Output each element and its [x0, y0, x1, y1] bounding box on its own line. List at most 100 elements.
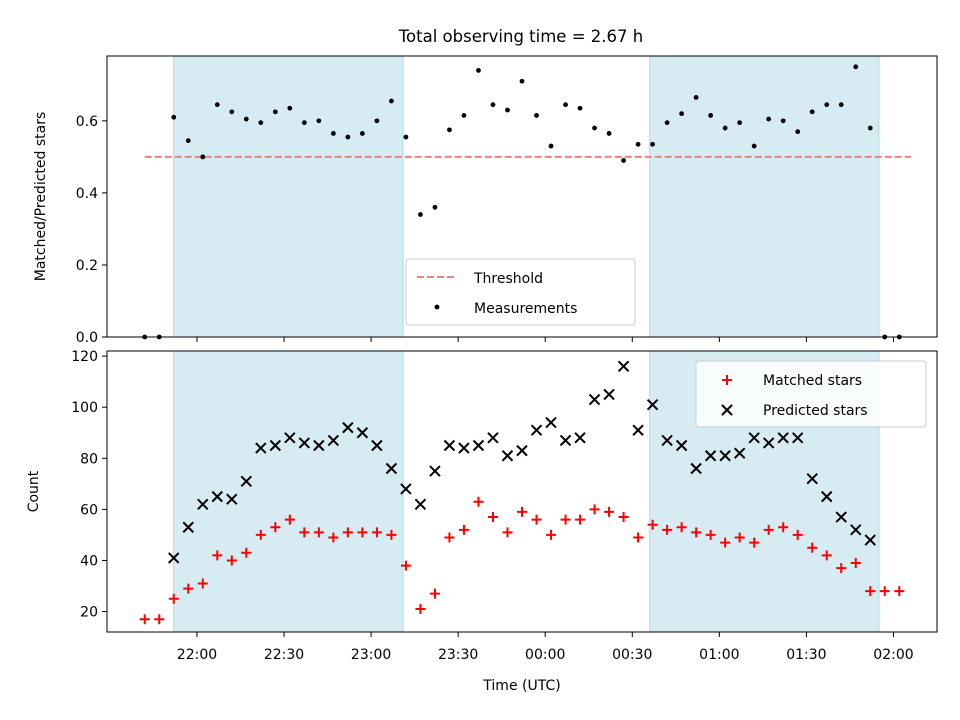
measurement-point: [838, 102, 844, 108]
measurement-point: [200, 154, 206, 160]
matched-star-point: [139, 614, 150, 625]
predicted-star-point: [443, 439, 456, 452]
measurement-point: [708, 113, 714, 118]
measurement-point: [243, 116, 249, 122]
x-tick-label: 00:00: [525, 647, 565, 663]
predicted-star-point: [298, 437, 311, 449]
measurement-point: [577, 105, 583, 111]
measurement-point: [635, 141, 641, 147]
predicted-star-point: [313, 439, 325, 452]
matched-star-point: [473, 496, 484, 507]
predicted-star-point: [400, 483, 412, 495]
y-tick-label: 100: [71, 400, 98, 416]
matched-star-point: [879, 586, 890, 597]
measurement-point: [519, 78, 525, 84]
matched-star-point: [850, 558, 861, 569]
predicted-star-point: [617, 360, 630, 373]
measurement-point: [780, 118, 786, 124]
predicted-star-point: [226, 493, 238, 505]
axes-frame: [106, 55, 938, 338]
measurement-point: [766, 116, 772, 122]
predicted-star-point: [574, 432, 586, 444]
measurement-point: [418, 212, 423, 217]
predicted-star-point: [850, 524, 862, 536]
predicted-star-point: [835, 511, 847, 523]
shaded-interval: [173, 350, 404, 633]
matched-star-point: [894, 586, 905, 597]
predicted-star-point: [371, 439, 383, 452]
predicted-star-point: [545, 416, 557, 429]
predicted-star-point: [269, 439, 282, 452]
legend-measurements-swatch: [434, 304, 440, 310]
predicted-star-point: [603, 388, 615, 401]
measurement-point: [824, 102, 830, 108]
matched-star-point: [618, 512, 629, 523]
measurement-point: [214, 102, 220, 108]
x-tick-label: 02:00: [873, 647, 913, 663]
y-tick-label: 60: [80, 502, 98, 518]
y-tick-label: 120: [71, 349, 98, 365]
predicted-star-point: [632, 424, 644, 436]
y-axis-label: Matched/Predicted stars: [33, 112, 49, 282]
legend-box: [405, 258, 636, 326]
measurement-point: [722, 125, 728, 131]
predicted-star-point: [748, 432, 760, 444]
predicted-star-point: [240, 475, 253, 487]
bottom-panel: 20 40 60 80 100 120 22:00 22:30 23:00 23:30 00:00 0…: [26, 349, 938, 694]
matched-star-point: [168, 593, 179, 604]
measurement-point: [853, 64, 859, 70]
y-tick-label: 0.6: [76, 114, 98, 130]
matched-star-point: [371, 527, 382, 538]
matched-star-point: [676, 522, 687, 533]
matched-star-point: [792, 529, 803, 540]
matched-star-point: [575, 514, 586, 525]
legend-matched-swatch: [722, 375, 732, 385]
measurement-point: [809, 109, 815, 115]
predicted-star-point: [255, 442, 267, 454]
predicted-star-point: [690, 462, 702, 475]
matched-star-point: [342, 527, 353, 538]
matched-star-point: [386, 529, 397, 540]
predicted-star-point: [414, 498, 427, 510]
matched-star-point: [546, 529, 557, 540]
matched-star-point: [226, 555, 237, 566]
measurement-point: [359, 131, 365, 136]
matched-star-point: [313, 527, 324, 538]
legend-predicted-swatch: [721, 404, 733, 416]
matched-star-point: [807, 542, 818, 553]
predicted-star-point: [385, 462, 398, 475]
matched-star-point: [154, 614, 165, 625]
matched-star-point: [763, 524, 774, 535]
matched-star-point: [865, 586, 876, 597]
matched-star-point: [821, 550, 832, 561]
measurement-point: [693, 95, 699, 100]
predicted-star-point: [197, 498, 209, 510]
measurement-point: [229, 109, 235, 115]
measurement-point: [606, 131, 612, 136]
measurement-point: [330, 131, 336, 136]
measurement-point: [185, 138, 191, 144]
measurement-point: [447, 127, 452, 133]
predicted-star-point: [458, 442, 470, 454]
predicted-star-point: [661, 434, 673, 447]
matched-star-point: [183, 583, 194, 594]
predicted-star-point: [168, 552, 180, 564]
y-tick-label: 0.4: [76, 186, 98, 202]
matched-star-point: [197, 578, 208, 589]
predicted-star-point: [588, 393, 601, 406]
predicted-star-point: [487, 432, 499, 444]
matched-star-point: [487, 512, 498, 523]
matched-star-point: [734, 532, 745, 543]
predicted-star-point: [559, 434, 572, 447]
matched-star-point: [502, 527, 513, 538]
measurement-point: [664, 120, 670, 126]
predicted-star-point: [356, 427, 369, 439]
measurement-point: [316, 118, 322, 124]
y-axis-label: Count: [26, 470, 42, 512]
measurement-point: [171, 114, 177, 120]
predicted-star-point: [791, 432, 804, 444]
measurement-point: [374, 118, 380, 124]
predicted-star-point: [704, 450, 717, 462]
measurement-point: [867, 125, 873, 131]
predicted-star-point: [516, 444, 528, 457]
